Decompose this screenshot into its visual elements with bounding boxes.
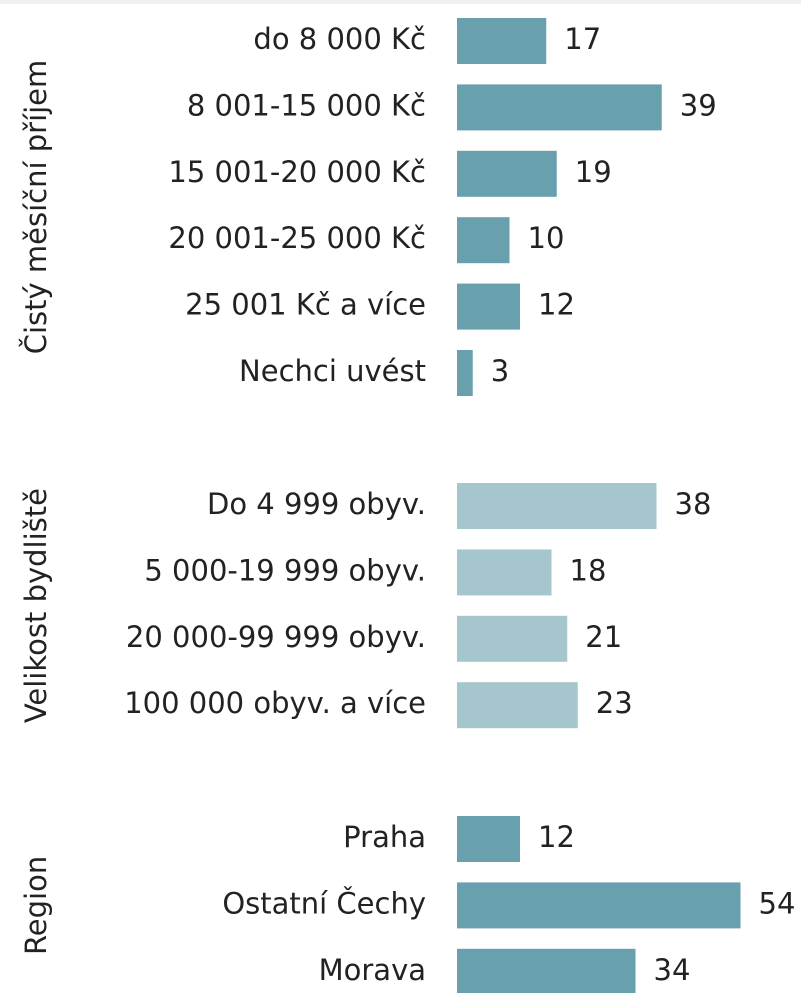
category-label: Ostatní Čechy (222, 886, 426, 920)
category-label: Nechci uvést (239, 354, 426, 388)
bar (457, 84, 662, 131)
value-label: 23 (596, 686, 633, 720)
bar (457, 217, 510, 264)
bar (457, 483, 657, 529)
bar (457, 350, 473, 396)
category-label: 8 001-15 000 Kč (187, 88, 426, 122)
category-label: 20 000-99 999 obyv. (126, 620, 426, 654)
category-label: 20 001-25 000 Kč (168, 221, 426, 255)
value-label: 18 (570, 553, 607, 587)
group-label: Čistý měsíční příjem (19, 60, 53, 355)
value-label: 19 (575, 155, 612, 189)
value-label: 17 (564, 22, 601, 56)
value-label: 34 (654, 953, 691, 987)
value-label: 39 (680, 88, 717, 122)
bar (457, 682, 578, 729)
value-label: 54 (759, 886, 796, 920)
value-label: 12 (538, 288, 575, 322)
bar (457, 549, 552, 596)
value-label: 21 (585, 620, 622, 654)
value-label: 38 (675, 487, 712, 521)
group-label: Velikost bydliště (19, 488, 53, 723)
group-label: Region (19, 856, 53, 955)
value-label: 12 (538, 820, 575, 854)
top-strip (0, 0, 801, 4)
category-label: 25 001 Kč a více (185, 288, 426, 322)
bar (457, 816, 520, 862)
category-label: Praha (343, 820, 426, 854)
category-label: Morava (319, 953, 426, 987)
category-label: Do 4 999 obyv. (207, 487, 426, 521)
bar (457, 615, 568, 662)
category-label: 100 000 obyv. a více (124, 686, 426, 720)
category-label: 15 001-20 000 Kč (168, 155, 426, 189)
value-label: 10 (528, 221, 565, 255)
bar (457, 948, 636, 993)
category-label: do 8 000 Kč (253, 22, 426, 56)
category-label: 5 000-19 999 obyv. (144, 553, 426, 587)
bar (457, 882, 741, 929)
value-label: 3 (491, 354, 509, 388)
bar (457, 283, 520, 330)
bar (457, 150, 557, 197)
bar (457, 18, 547, 64)
